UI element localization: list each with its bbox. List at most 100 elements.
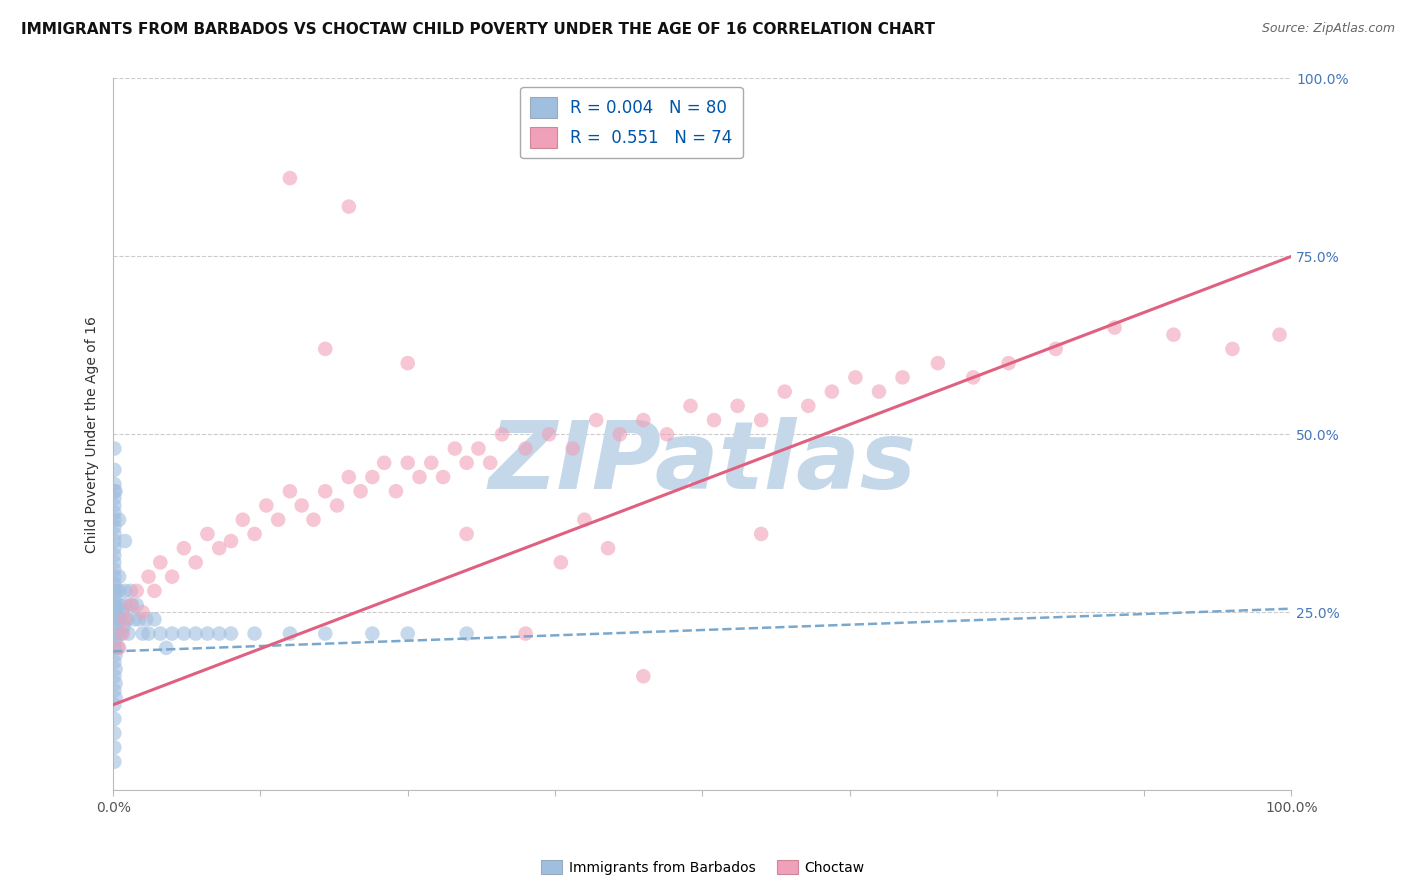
Point	[749, 413, 772, 427]
Point	[337, 200, 360, 214]
Point	[385, 484, 408, 499]
Point	[143, 583, 166, 598]
Point	[538, 427, 561, 442]
Point	[103, 612, 125, 626]
Point	[396, 356, 419, 370]
Point	[149, 626, 172, 640]
Point	[103, 556, 125, 570]
Point	[749, 527, 772, 541]
Point	[104, 484, 127, 499]
Y-axis label: Child Poverty Under the Age of 16: Child Poverty Under the Age of 16	[86, 316, 100, 553]
Point	[114, 583, 136, 598]
Point	[773, 384, 796, 399]
Point	[108, 640, 131, 655]
Point	[219, 626, 242, 640]
Point	[131, 626, 153, 640]
Point	[208, 626, 231, 640]
Point	[550, 556, 572, 570]
Point	[103, 626, 125, 640]
Point	[110, 612, 132, 626]
Point	[103, 527, 125, 541]
Point	[267, 513, 290, 527]
Point	[103, 520, 125, 534]
Point	[105, 612, 128, 626]
Point	[314, 484, 336, 499]
Point	[108, 569, 131, 583]
Point	[408, 470, 430, 484]
Point	[103, 755, 125, 769]
Point	[103, 740, 125, 755]
Point	[232, 513, 254, 527]
Point	[125, 598, 148, 612]
Point	[103, 698, 125, 712]
Point	[117, 612, 139, 626]
Point	[110, 598, 132, 612]
Point	[302, 513, 325, 527]
Point	[103, 669, 125, 683]
Point	[679, 399, 702, 413]
Point	[173, 626, 195, 640]
Point	[1104, 320, 1126, 334]
Text: IMMIGRANTS FROM BARBADOS VS CHOCTAW CHILD POVERTY UNDER THE AGE OF 16 CORRELATIO: IMMIGRANTS FROM BARBADOS VS CHOCTAW CHIL…	[21, 22, 935, 37]
Point	[103, 569, 125, 583]
Point	[149, 556, 172, 570]
Point	[125, 583, 148, 598]
Point	[891, 370, 914, 384]
Point	[138, 569, 160, 583]
Point	[1222, 342, 1244, 356]
Point	[844, 370, 866, 384]
Point	[1045, 342, 1067, 356]
Point	[104, 676, 127, 690]
Point	[103, 591, 125, 605]
Point	[184, 626, 207, 640]
Point	[1163, 327, 1185, 342]
Point	[326, 499, 349, 513]
Point	[105, 583, 128, 598]
Point	[821, 384, 844, 399]
Text: ZIPatlas: ZIPatlas	[488, 417, 917, 508]
Point	[107, 626, 129, 640]
Point	[103, 562, 125, 576]
Point	[103, 640, 125, 655]
Point	[107, 640, 129, 655]
Point	[173, 541, 195, 556]
Point	[114, 612, 136, 626]
Text: Source: ZipAtlas.com: Source: ZipAtlas.com	[1261, 22, 1395, 36]
Point	[208, 541, 231, 556]
Point	[103, 598, 125, 612]
Point	[135, 612, 157, 626]
Point	[1268, 327, 1291, 342]
Point	[278, 626, 301, 640]
Legend: Immigrants from Barbados, Choctaw: Immigrants from Barbados, Choctaw	[536, 855, 870, 880]
Point	[103, 484, 125, 499]
Point	[197, 527, 219, 541]
Point	[596, 541, 619, 556]
Point	[432, 470, 454, 484]
Point	[927, 356, 949, 370]
Point	[111, 605, 134, 619]
Point	[396, 626, 419, 640]
Point	[114, 534, 136, 549]
Point	[574, 513, 596, 527]
Point	[103, 726, 125, 740]
Point	[254, 499, 277, 513]
Point	[479, 456, 502, 470]
Point	[633, 669, 655, 683]
Point	[105, 598, 128, 612]
Point	[314, 342, 336, 356]
Point	[515, 626, 537, 640]
Point	[103, 499, 125, 513]
Point	[104, 662, 127, 676]
Point	[155, 640, 177, 655]
Point	[138, 626, 160, 640]
Point	[491, 427, 513, 442]
Point	[131, 605, 153, 619]
Point	[456, 527, 478, 541]
Point	[111, 626, 134, 640]
Point	[103, 534, 125, 549]
Point	[124, 612, 146, 626]
Point	[104, 619, 127, 633]
Point	[219, 534, 242, 549]
Point	[112, 619, 135, 633]
Point	[103, 655, 125, 669]
